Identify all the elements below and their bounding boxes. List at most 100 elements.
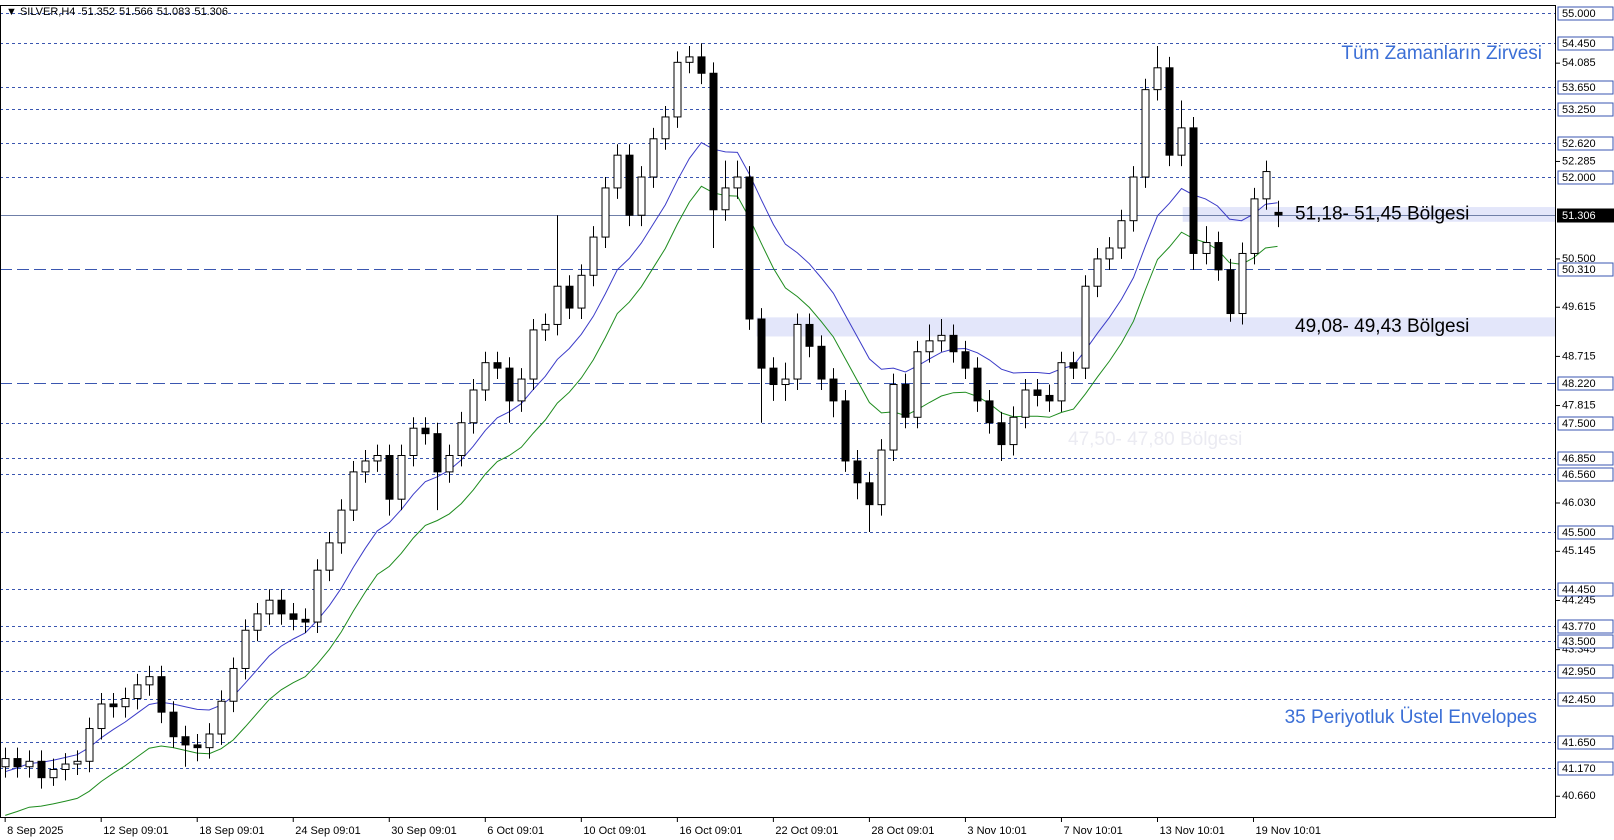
candle-body <box>781 378 790 386</box>
candle-body <box>733 176 742 189</box>
candle-body <box>805 323 814 347</box>
candle-body <box>601 187 610 238</box>
candle-body <box>817 345 826 380</box>
candle-body <box>877 449 886 506</box>
candle-body <box>553 285 562 325</box>
x-tick-label: 16 Oct 09:01 <box>679 825 742 837</box>
x-tick-label: 22 Oct 09:01 <box>775 825 838 837</box>
candle-body <box>517 378 526 402</box>
zone <box>1182 207 1556 222</box>
header-high: 51.566 <box>119 6 153 18</box>
y-tick-label: 47.815 <box>1562 399 1596 411</box>
candle-body <box>1202 242 1211 254</box>
level-label-box <box>1557 36 1614 51</box>
candle-body <box>913 351 922 418</box>
candle-body <box>325 542 334 571</box>
level-label: 41.650 <box>1562 737 1596 749</box>
y-tick-label: 49.615 <box>1562 301 1596 313</box>
candle-body <box>745 176 754 320</box>
candle-body <box>349 471 358 511</box>
x-tick-label: 10 Oct 09:01 <box>583 825 646 837</box>
candle-body <box>481 362 490 391</box>
candle-body <box>793 323 802 380</box>
level-label: 42.450 <box>1562 694 1596 706</box>
candle-body <box>1238 252 1247 315</box>
candle-body <box>1274 211 1283 216</box>
x-tick-label: 8 Sep 2025 <box>7 825 63 837</box>
candle-body <box>865 482 874 506</box>
candle-body <box>1069 362 1078 369</box>
candle-body <box>505 367 514 402</box>
header-arrow: ▼ <box>6 6 20 18</box>
candle-body <box>1250 198 1259 254</box>
candle-body <box>229 667 238 702</box>
header-close: 51.306 <box>194 6 228 18</box>
candle-body <box>925 340 934 353</box>
candle-body <box>565 285 574 309</box>
candle-body <box>1165 67 1174 156</box>
candle-body <box>313 569 322 623</box>
candle-body <box>73 760 82 765</box>
x-tick-label: 24 Sep 09:01 <box>295 825 360 837</box>
annotation: 35 Periyotluk Üstel Envelopes <box>1285 707 1537 728</box>
candle-body <box>529 329 538 380</box>
candle-body <box>1093 258 1102 287</box>
level-label: 43.770 <box>1562 621 1596 633</box>
level-label: 55.000 <box>1562 8 1596 20</box>
zone <box>756 317 1556 337</box>
candle-body <box>853 460 862 484</box>
candle-body <box>493 362 502 369</box>
level-label-box <box>1557 6 1614 21</box>
level-label-box <box>1557 376 1614 391</box>
candle-body <box>361 460 370 473</box>
candle-body <box>1129 176 1138 222</box>
x-tick-label: 30 Sep 09:01 <box>391 825 456 837</box>
level-label-box <box>1557 692 1614 707</box>
level-label: 42.950 <box>1562 666 1596 678</box>
candle-body <box>121 698 130 708</box>
candle-body <box>673 61 682 118</box>
y-tick-label: 45.145 <box>1562 545 1596 557</box>
candle-body <box>613 154 622 189</box>
candle-body <box>1189 127 1198 254</box>
candle-body <box>1117 220 1126 249</box>
candle-body <box>25 760 34 768</box>
candle-body <box>301 618 310 623</box>
level-label: 45.500 <box>1562 527 1596 539</box>
candle-body <box>205 733 214 749</box>
candle-body <box>697 56 706 74</box>
y-tick-label: 40.660 <box>1562 790 1596 802</box>
level-label-box <box>1557 634 1614 649</box>
candle-body <box>937 334 946 342</box>
candle-body <box>433 433 442 473</box>
candle-body <box>253 613 262 631</box>
header-low: 51.083 <box>157 6 191 18</box>
y-tick-label: 50.500 <box>1562 253 1596 265</box>
y-tick-label: 46.030 <box>1562 497 1596 509</box>
candle-body <box>961 351 970 369</box>
x-tick-label: 6 Oct 09:01 <box>487 825 544 837</box>
x-tick-label: 19 Nov 10:01 <box>1256 825 1321 837</box>
annotation: Tüm Zamanların Zirvesi <box>1341 43 1542 64</box>
level-label: 54.450 <box>1562 38 1596 50</box>
level-label-box <box>1557 416 1614 431</box>
candle-body <box>373 455 382 462</box>
candle-body <box>469 389 478 424</box>
candle-body <box>445 455 454 473</box>
level-label-box <box>1557 80 1614 95</box>
candle-body <box>577 274 586 309</box>
candle-body <box>649 138 658 178</box>
level-label-box <box>1557 467 1614 482</box>
candle-body <box>1226 269 1235 315</box>
candle-body <box>97 703 106 730</box>
level-label-box <box>1557 136 1614 151</box>
candle-body <box>589 236 598 276</box>
candle-body <box>457 422 466 457</box>
candle-body <box>85 728 94 762</box>
candle-body <box>13 758 22 768</box>
candle-body <box>385 455 394 500</box>
level-label-box <box>1557 664 1614 679</box>
candle-body <box>757 318 766 369</box>
candle-body <box>49 768 58 779</box>
